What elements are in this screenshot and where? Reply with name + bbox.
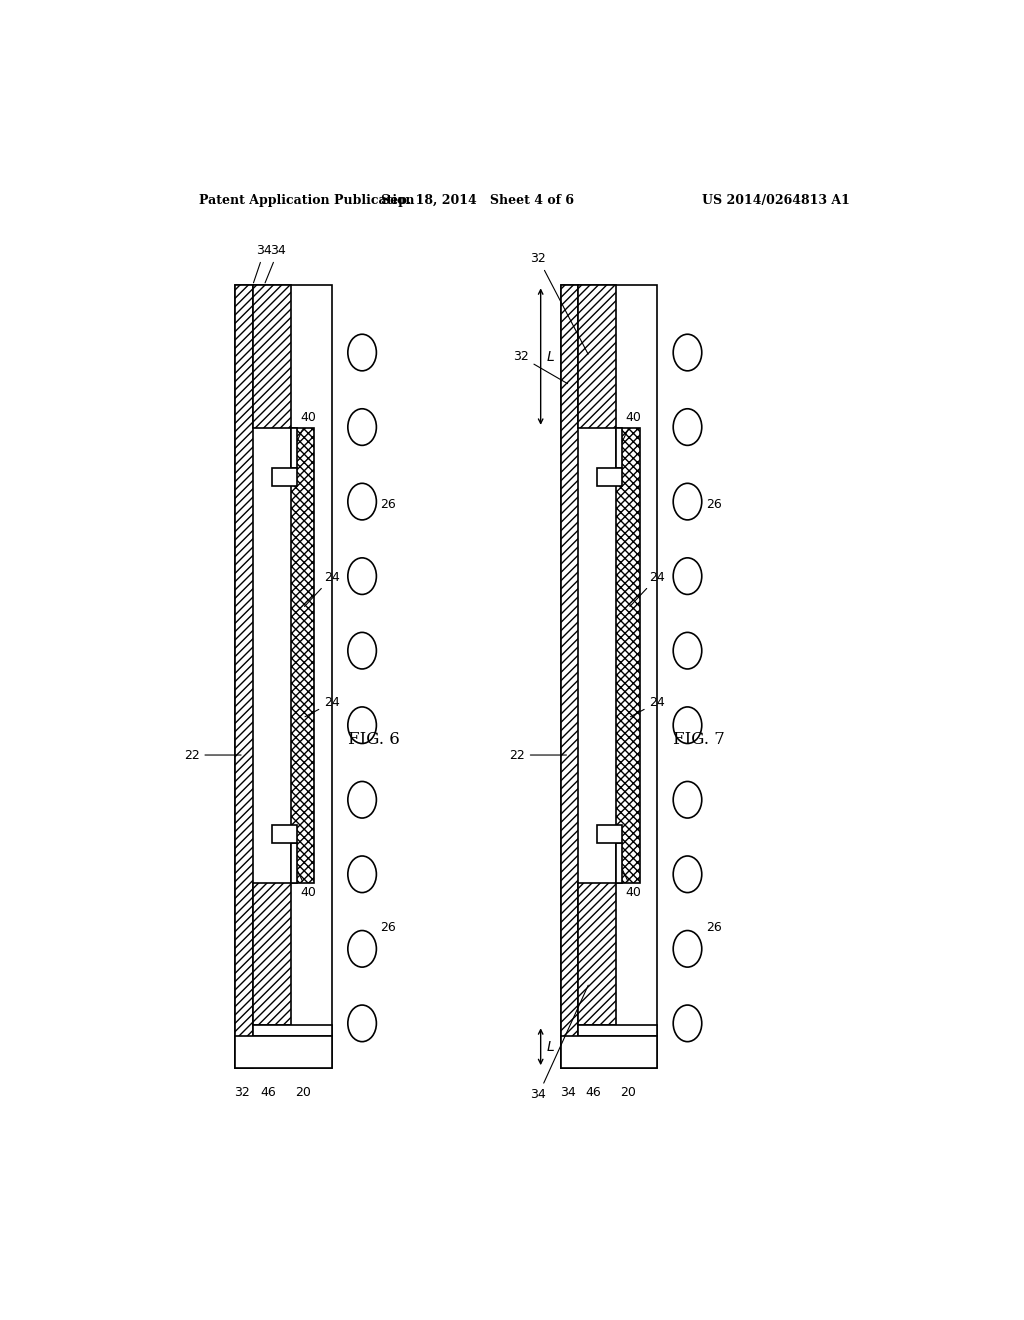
Text: 34: 34 (530, 985, 588, 1101)
Bar (236, 1036, 332, 1068)
Text: US 2014/0264813 A1: US 2014/0264813 A1 (702, 194, 850, 207)
Text: 34: 34 (254, 244, 272, 282)
Bar (560, 1036, 657, 1068)
Circle shape (348, 931, 377, 968)
Circle shape (348, 483, 377, 520)
Bar (236, 285, 253, 1068)
Bar (291, 428, 297, 469)
Text: 24: 24 (630, 570, 666, 606)
Text: 26: 26 (380, 498, 396, 511)
Circle shape (348, 334, 377, 371)
Circle shape (673, 632, 701, 669)
Text: FIG. 7: FIG. 7 (673, 731, 725, 748)
Text: 22: 22 (509, 748, 566, 762)
Circle shape (348, 632, 377, 669)
Text: 24: 24 (304, 570, 340, 606)
Circle shape (673, 483, 701, 520)
Bar (560, 285, 578, 1068)
Circle shape (348, 409, 377, 445)
Text: 20: 20 (295, 1086, 310, 1100)
Text: 46: 46 (586, 1086, 601, 1100)
Circle shape (348, 781, 377, 818)
Text: 32: 32 (513, 350, 567, 384)
Bar (578, 1026, 657, 1036)
Text: 26: 26 (706, 498, 722, 511)
Circle shape (673, 708, 701, 743)
Bar (597, 825, 623, 843)
Circle shape (673, 409, 701, 445)
Text: 26: 26 (380, 921, 396, 933)
Text: L: L (547, 350, 555, 363)
Circle shape (673, 1005, 701, 1041)
Bar (560, 285, 657, 1068)
Text: FIG. 6: FIG. 6 (348, 731, 399, 748)
Text: Sep. 18, 2014   Sheet 4 of 6: Sep. 18, 2014 Sheet 4 of 6 (381, 194, 573, 207)
Bar (253, 883, 291, 1026)
Bar (578, 883, 616, 1026)
Bar (236, 285, 332, 1068)
Text: 34: 34 (560, 1086, 575, 1100)
Text: 24: 24 (631, 696, 666, 717)
Text: 32: 32 (234, 1086, 250, 1100)
Text: 34: 34 (265, 244, 286, 282)
Text: 40: 40 (295, 866, 316, 899)
Circle shape (673, 558, 701, 594)
Text: 24: 24 (305, 696, 340, 717)
Circle shape (348, 558, 377, 594)
Circle shape (673, 855, 701, 892)
Bar (616, 843, 623, 883)
Text: 20: 20 (620, 1086, 636, 1100)
Circle shape (673, 931, 701, 968)
Bar (616, 428, 623, 469)
Text: 40: 40 (621, 412, 641, 445)
Text: 22: 22 (183, 748, 241, 762)
Bar (616, 428, 640, 883)
Circle shape (348, 708, 377, 743)
Text: 40: 40 (621, 866, 641, 899)
Bar (597, 469, 623, 486)
Circle shape (348, 1005, 377, 1041)
Text: L: L (547, 1040, 555, 1053)
Bar (253, 1026, 332, 1036)
Text: Patent Application Publication: Patent Application Publication (200, 194, 415, 207)
Text: 46: 46 (260, 1086, 275, 1100)
Text: 32: 32 (530, 252, 588, 354)
Bar (271, 825, 297, 843)
Text: 40: 40 (295, 412, 316, 445)
Circle shape (673, 781, 701, 818)
Bar (253, 285, 291, 428)
Text: 26: 26 (706, 921, 722, 933)
Circle shape (673, 334, 701, 371)
Circle shape (348, 855, 377, 892)
Bar (291, 428, 314, 883)
Bar (271, 469, 297, 486)
Bar (578, 285, 616, 428)
Bar (291, 843, 297, 883)
